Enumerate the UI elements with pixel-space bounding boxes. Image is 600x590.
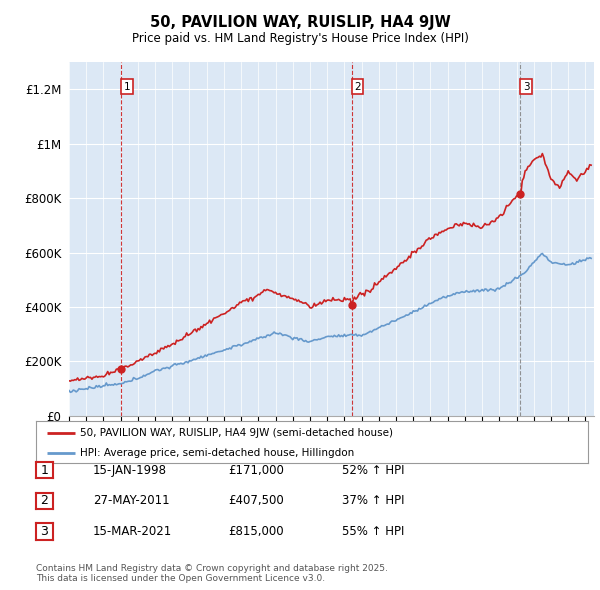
Text: 15-MAR-2021: 15-MAR-2021 (93, 525, 172, 538)
Text: Contains HM Land Registry data © Crown copyright and database right 2025.
This d: Contains HM Land Registry data © Crown c… (36, 563, 388, 583)
Text: 37% ↑ HPI: 37% ↑ HPI (342, 494, 404, 507)
Text: £407,500: £407,500 (228, 494, 284, 507)
Text: 1: 1 (40, 464, 49, 477)
Text: Price paid vs. HM Land Registry's House Price Index (HPI): Price paid vs. HM Land Registry's House … (131, 32, 469, 45)
Text: 3: 3 (40, 525, 49, 538)
Text: 1: 1 (124, 82, 131, 91)
Text: HPI: Average price, semi-detached house, Hillingdon: HPI: Average price, semi-detached house,… (80, 448, 355, 457)
Text: 52% ↑ HPI: 52% ↑ HPI (342, 464, 404, 477)
Text: 27-MAY-2011: 27-MAY-2011 (93, 494, 170, 507)
Text: 55% ↑ HPI: 55% ↑ HPI (342, 525, 404, 538)
Text: 50, PAVILION WAY, RUISLIP, HA4 9JW (semi-detached house): 50, PAVILION WAY, RUISLIP, HA4 9JW (semi… (80, 428, 393, 438)
Text: 2: 2 (40, 494, 49, 507)
Text: 2: 2 (354, 82, 361, 91)
Text: 3: 3 (523, 82, 529, 91)
Text: £171,000: £171,000 (228, 464, 284, 477)
Text: 15-JAN-1998: 15-JAN-1998 (93, 464, 167, 477)
Text: 50, PAVILION WAY, RUISLIP, HA4 9JW: 50, PAVILION WAY, RUISLIP, HA4 9JW (149, 15, 451, 30)
Text: £815,000: £815,000 (228, 525, 284, 538)
